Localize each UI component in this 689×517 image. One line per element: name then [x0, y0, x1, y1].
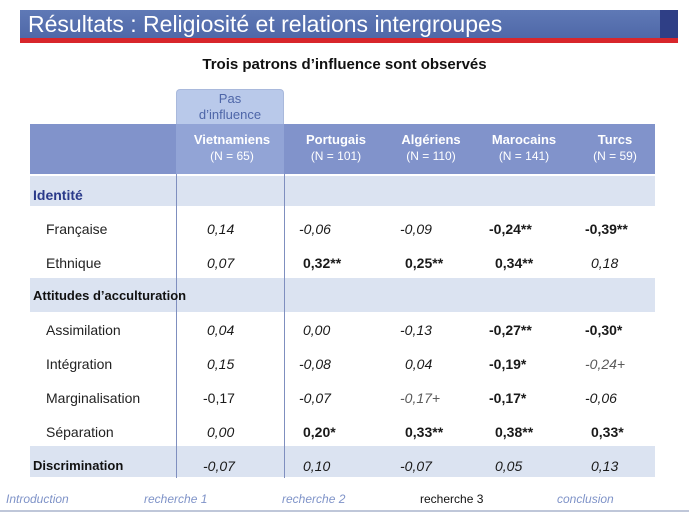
cell-marginalisation-algeriens: -0,17+: [400, 390, 441, 406]
cell-francaise-vietnamiens: 0,14: [207, 221, 235, 237]
cell-integration-portugais: -0,08: [299, 356, 331, 372]
cell-francaise-turcs: -0,39**: [585, 221, 628, 237]
cell-integration-algeriens: 0,04: [405, 356, 433, 372]
table-header-bar: [30, 124, 655, 174]
nav-link-recherche-1[interactable]: recherche 1: [144, 492, 208, 506]
column-name: Algériens: [401, 132, 461, 147]
row-label-ethnique: Ethnique: [46, 255, 102, 271]
banner-blue-bar: [20, 10, 660, 38]
nav-link-recherche-2[interactable]: recherche 2: [282, 492, 346, 506]
cell-assimilation-turcs: -0,30*: [585, 322, 623, 338]
row-label-francaise: Française: [46, 221, 108, 237]
cell-separation-marocains: 0,38**: [495, 424, 534, 440]
cell-assimilation-marocains: -0,27**: [489, 322, 532, 338]
nav-link-conclusion[interactable]: conclusion: [557, 492, 614, 506]
table-header-highlight: [176, 124, 284, 174]
cell-discrimination-turcs: 0,13: [591, 458, 619, 474]
column-header-marocains: Marocains (N = 141): [478, 131, 570, 165]
cell-assimilation-portugais: 0,00: [303, 322, 331, 338]
nav-link-recherche-3[interactable]: recherche 3: [420, 492, 484, 506]
section-band-identite: [30, 176, 655, 206]
cell-ethnique-algeriens: 0,25**: [405, 255, 444, 271]
row-label-assimilation: Assimilation: [46, 322, 121, 338]
row-label-marginalisation: Marginalisation: [46, 390, 141, 406]
column-name: Vietnamiens: [193, 132, 271, 147]
cell-discrimination-marocains: 0,05: [495, 458, 523, 474]
cell-ethnique-turcs: 0,18: [591, 255, 619, 271]
highlight-right-line: [284, 174, 285, 478]
column-name: Turcs: [597, 132, 633, 147]
cell-separation-vietnamiens: 0,00: [207, 424, 235, 440]
nav-link-introduction[interactable]: Introduction: [6, 492, 69, 506]
cell-discrimination-algeriens: -0,07: [400, 458, 432, 474]
column-name: Marocains: [491, 132, 557, 147]
title-banner: Résultats : Religiosité et relations int…: [20, 10, 678, 43]
no-influence-label-line1: Pas: [218, 91, 242, 106]
section-band-attitudes: [30, 278, 655, 312]
cell-separation-turcs: 0,33*: [591, 424, 624, 440]
slide-title: Résultats : Religiosité et relations int…: [28, 11, 503, 37]
column-n: (N = 101): [310, 149, 362, 163]
cell-francaise-portugais: -0,06: [299, 221, 331, 237]
column-n: (N = 110): [406, 149, 456, 163]
column-n: (N = 65): [210, 149, 254, 163]
cell-integration-vietnamiens: 0,15: [207, 356, 235, 372]
row-label-separation: Séparation: [46, 424, 114, 440]
column-name: Portugais: [306, 132, 366, 147]
cell-separation-algeriens: 0,33**: [405, 424, 444, 440]
banner-corner-square: [660, 10, 678, 38]
column-header-vietnamiens: Vietnamiens (N = 65): [182, 131, 282, 165]
cell-integration-turcs: -0,24+: [585, 356, 626, 372]
no-influence-label: Pas d’influence: [176, 91, 284, 123]
section-band-discrimination: [30, 446, 655, 477]
row-label-integration: Intégration: [46, 356, 113, 372]
column-header-turcs: Turcs (N = 59): [578, 131, 652, 165]
cell-discrimination-portugais: 0,10: [303, 458, 331, 474]
column-n: (N = 59): [593, 149, 637, 163]
cell-marginalisation-marocains: -0,17*: [489, 390, 527, 406]
section-title-identite: Identité: [33, 187, 83, 203]
slide-subtitle: Trois patrons d’influence sont observés: [202, 56, 487, 73]
cell-ethnique-marocains: 0,34**: [495, 255, 534, 271]
column-header-algeriens: Algériens (N = 110): [388, 131, 474, 165]
highlight-left-line: [176, 174, 177, 478]
cell-assimilation-vietnamiens: 0,04: [207, 322, 235, 338]
cell-integration-marocains: -0,19*: [489, 356, 527, 372]
cell-francaise-algeriens: -0,09: [400, 221, 432, 237]
cell-assimilation-algeriens: -0,13: [400, 322, 432, 338]
column-header-portugais: Portugais (N = 101): [290, 131, 382, 165]
row-label-discrimination: Discrimination: [33, 458, 124, 473]
footer-divider: [0, 510, 689, 512]
column-n: (N = 141): [498, 149, 550, 163]
no-influence-label-line2: d’influence: [198, 107, 262, 122]
cell-marginalisation-turcs: -0,06: [585, 390, 617, 406]
cell-ethnique-portugais: 0,32**: [303, 255, 342, 271]
cell-ethnique-vietnamiens: 0,07: [207, 255, 235, 271]
cell-separation-portugais: 0,20*: [303, 424, 336, 440]
cell-discrimination-vietnamiens: -0,07: [203, 458, 235, 474]
cell-marginalisation-portugais: -0,07: [299, 390, 331, 406]
cell-francaise-marocains: -0,24**: [489, 221, 532, 237]
cell-marginalisation-vietnamiens: -0,17: [203, 390, 235, 406]
section-title-attitudes: Attitudes d’acculturation: [33, 288, 187, 303]
